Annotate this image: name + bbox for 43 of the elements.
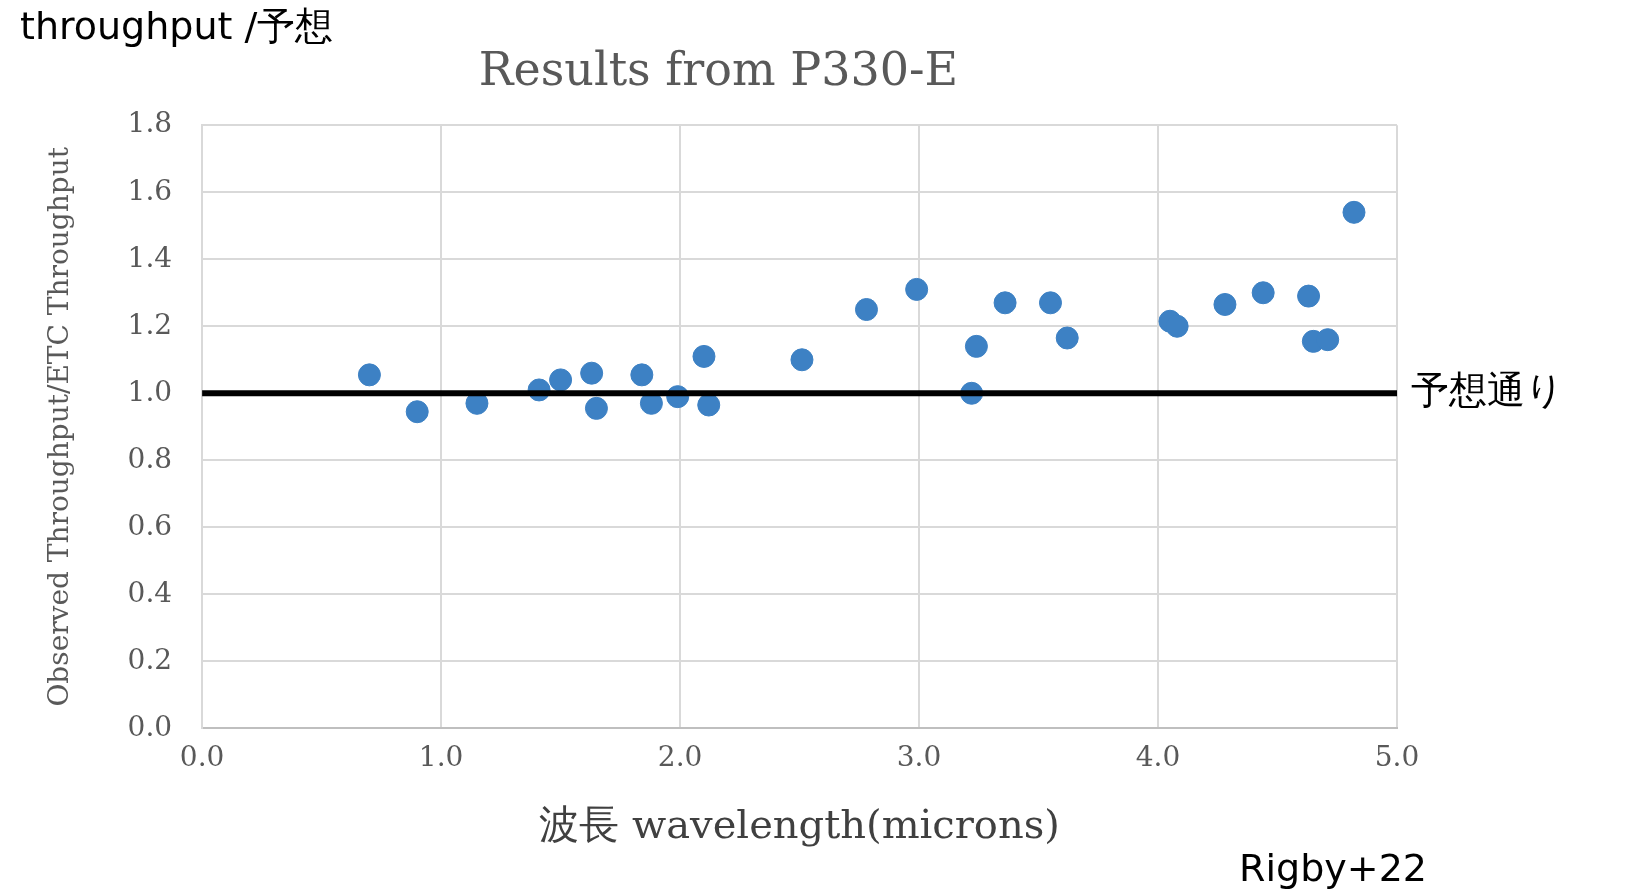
y-tick-label: 0.8 (127, 441, 173, 475)
y-tick-label: 1.4 (127, 240, 173, 274)
point (964, 334, 988, 358)
point (1297, 284, 1321, 308)
point (584, 396, 608, 420)
text: Rigby+22 (1239, 846, 1427, 890)
x-tick-label: 4.0 (1135, 740, 1181, 774)
point (1165, 314, 1189, 338)
point (905, 277, 929, 301)
point (790, 348, 814, 372)
y-tick-label: 1.8 (127, 106, 173, 140)
point (1251, 281, 1275, 305)
y-tick-label: 0.4 (127, 575, 173, 609)
point (993, 291, 1017, 315)
point (1055, 326, 1079, 350)
text: throughput /予想 (20, 4, 334, 48)
point (630, 363, 654, 387)
chart-title: Results from P330-E (478, 41, 959, 96)
point (549, 368, 573, 392)
point (357, 363, 381, 387)
point (697, 393, 721, 417)
point (1038, 291, 1062, 315)
y-axis-title: Observed Throughput/ETC Throughput (42, 146, 76, 707)
y-tick-label: 0.0 (127, 709, 173, 743)
y-tick-label: 0.2 (127, 642, 173, 676)
x-tick-label: 5.0 (1374, 740, 1420, 774)
ref-line-label: 予想通り (1411, 368, 1564, 413)
x-tick-label: 3.0 (896, 740, 942, 774)
y-tick-label: 0.6 (127, 508, 173, 542)
point (580, 361, 604, 385)
point (854, 298, 878, 322)
point (692, 344, 716, 368)
point (1316, 328, 1340, 352)
x-tick-label: 2.0 (657, 740, 703, 774)
y-tick-label: 1.2 (127, 307, 173, 341)
y-tick-label: 1.6 (127, 173, 173, 207)
x-tick-label: 1.0 (418, 740, 464, 774)
point (1342, 200, 1366, 224)
x-tick-label: 0.0 (179, 740, 225, 774)
x-axis-title: 波長 wavelength(microns) (539, 801, 1060, 848)
point (405, 400, 429, 424)
point (1213, 292, 1237, 316)
y-tick-label: 1.0 (127, 374, 173, 408)
